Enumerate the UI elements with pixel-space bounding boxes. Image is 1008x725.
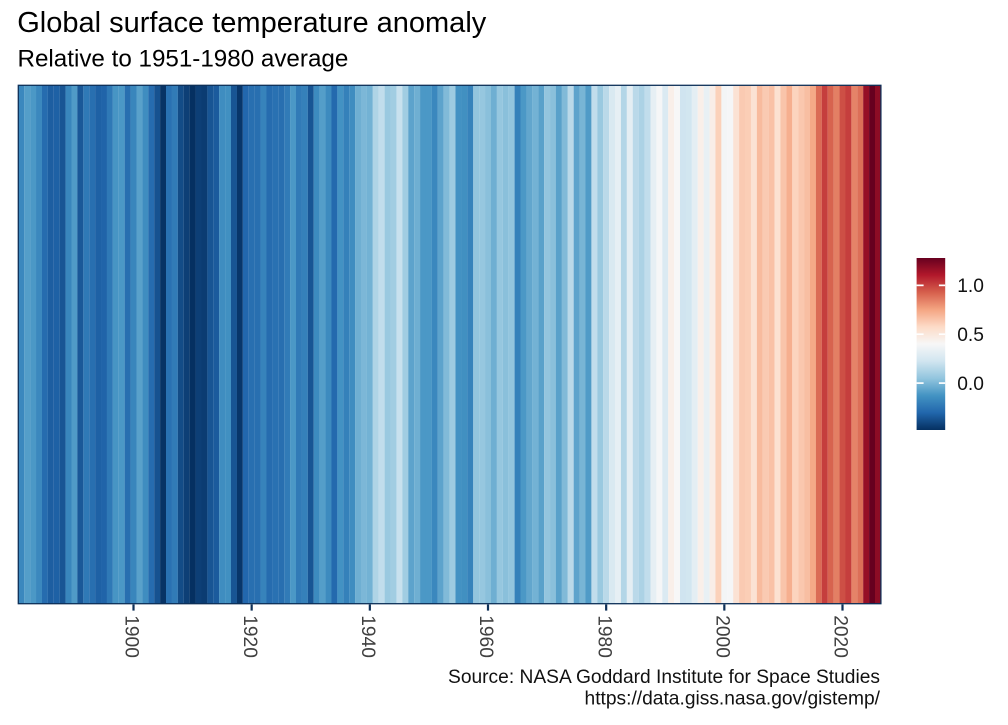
svg-text:2020: 2020 bbox=[830, 615, 851, 658]
svg-text:0.5: 0.5 bbox=[957, 325, 984, 346]
svg-text:1900: 1900 bbox=[121, 615, 142, 658]
svg-text:Source: NASA Goddard Institute: Source: NASA Goddard Institute for Space… bbox=[448, 667, 880, 688]
svg-text:1.0: 1.0 bbox=[957, 276, 984, 297]
svg-text:https://data.giss.nasa.gov/gis: https://data.giss.nasa.gov/gistemp/ bbox=[585, 689, 881, 710]
svg-text:Relative to 1951-1980 average: Relative to 1951-1980 average bbox=[18, 46, 349, 73]
svg-text:1980: 1980 bbox=[593, 615, 614, 658]
svg-text:0.0: 0.0 bbox=[957, 374, 984, 395]
svg-text:1920: 1920 bbox=[239, 615, 260, 658]
svg-text:Global surface temperature ano: Global surface temperature anomaly bbox=[17, 7, 487, 39]
svg-text:1960: 1960 bbox=[475, 615, 496, 658]
svg-text:1940: 1940 bbox=[357, 615, 378, 658]
svg-text:2000: 2000 bbox=[712, 615, 733, 658]
